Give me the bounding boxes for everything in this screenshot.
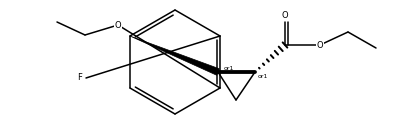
- Text: O: O: [282, 11, 288, 20]
- Text: O: O: [317, 41, 323, 50]
- Text: F: F: [77, 73, 82, 83]
- Text: or1: or1: [258, 73, 268, 79]
- Text: or1: or1: [224, 66, 234, 70]
- Text: O: O: [115, 21, 121, 30]
- Polygon shape: [130, 36, 219, 75]
